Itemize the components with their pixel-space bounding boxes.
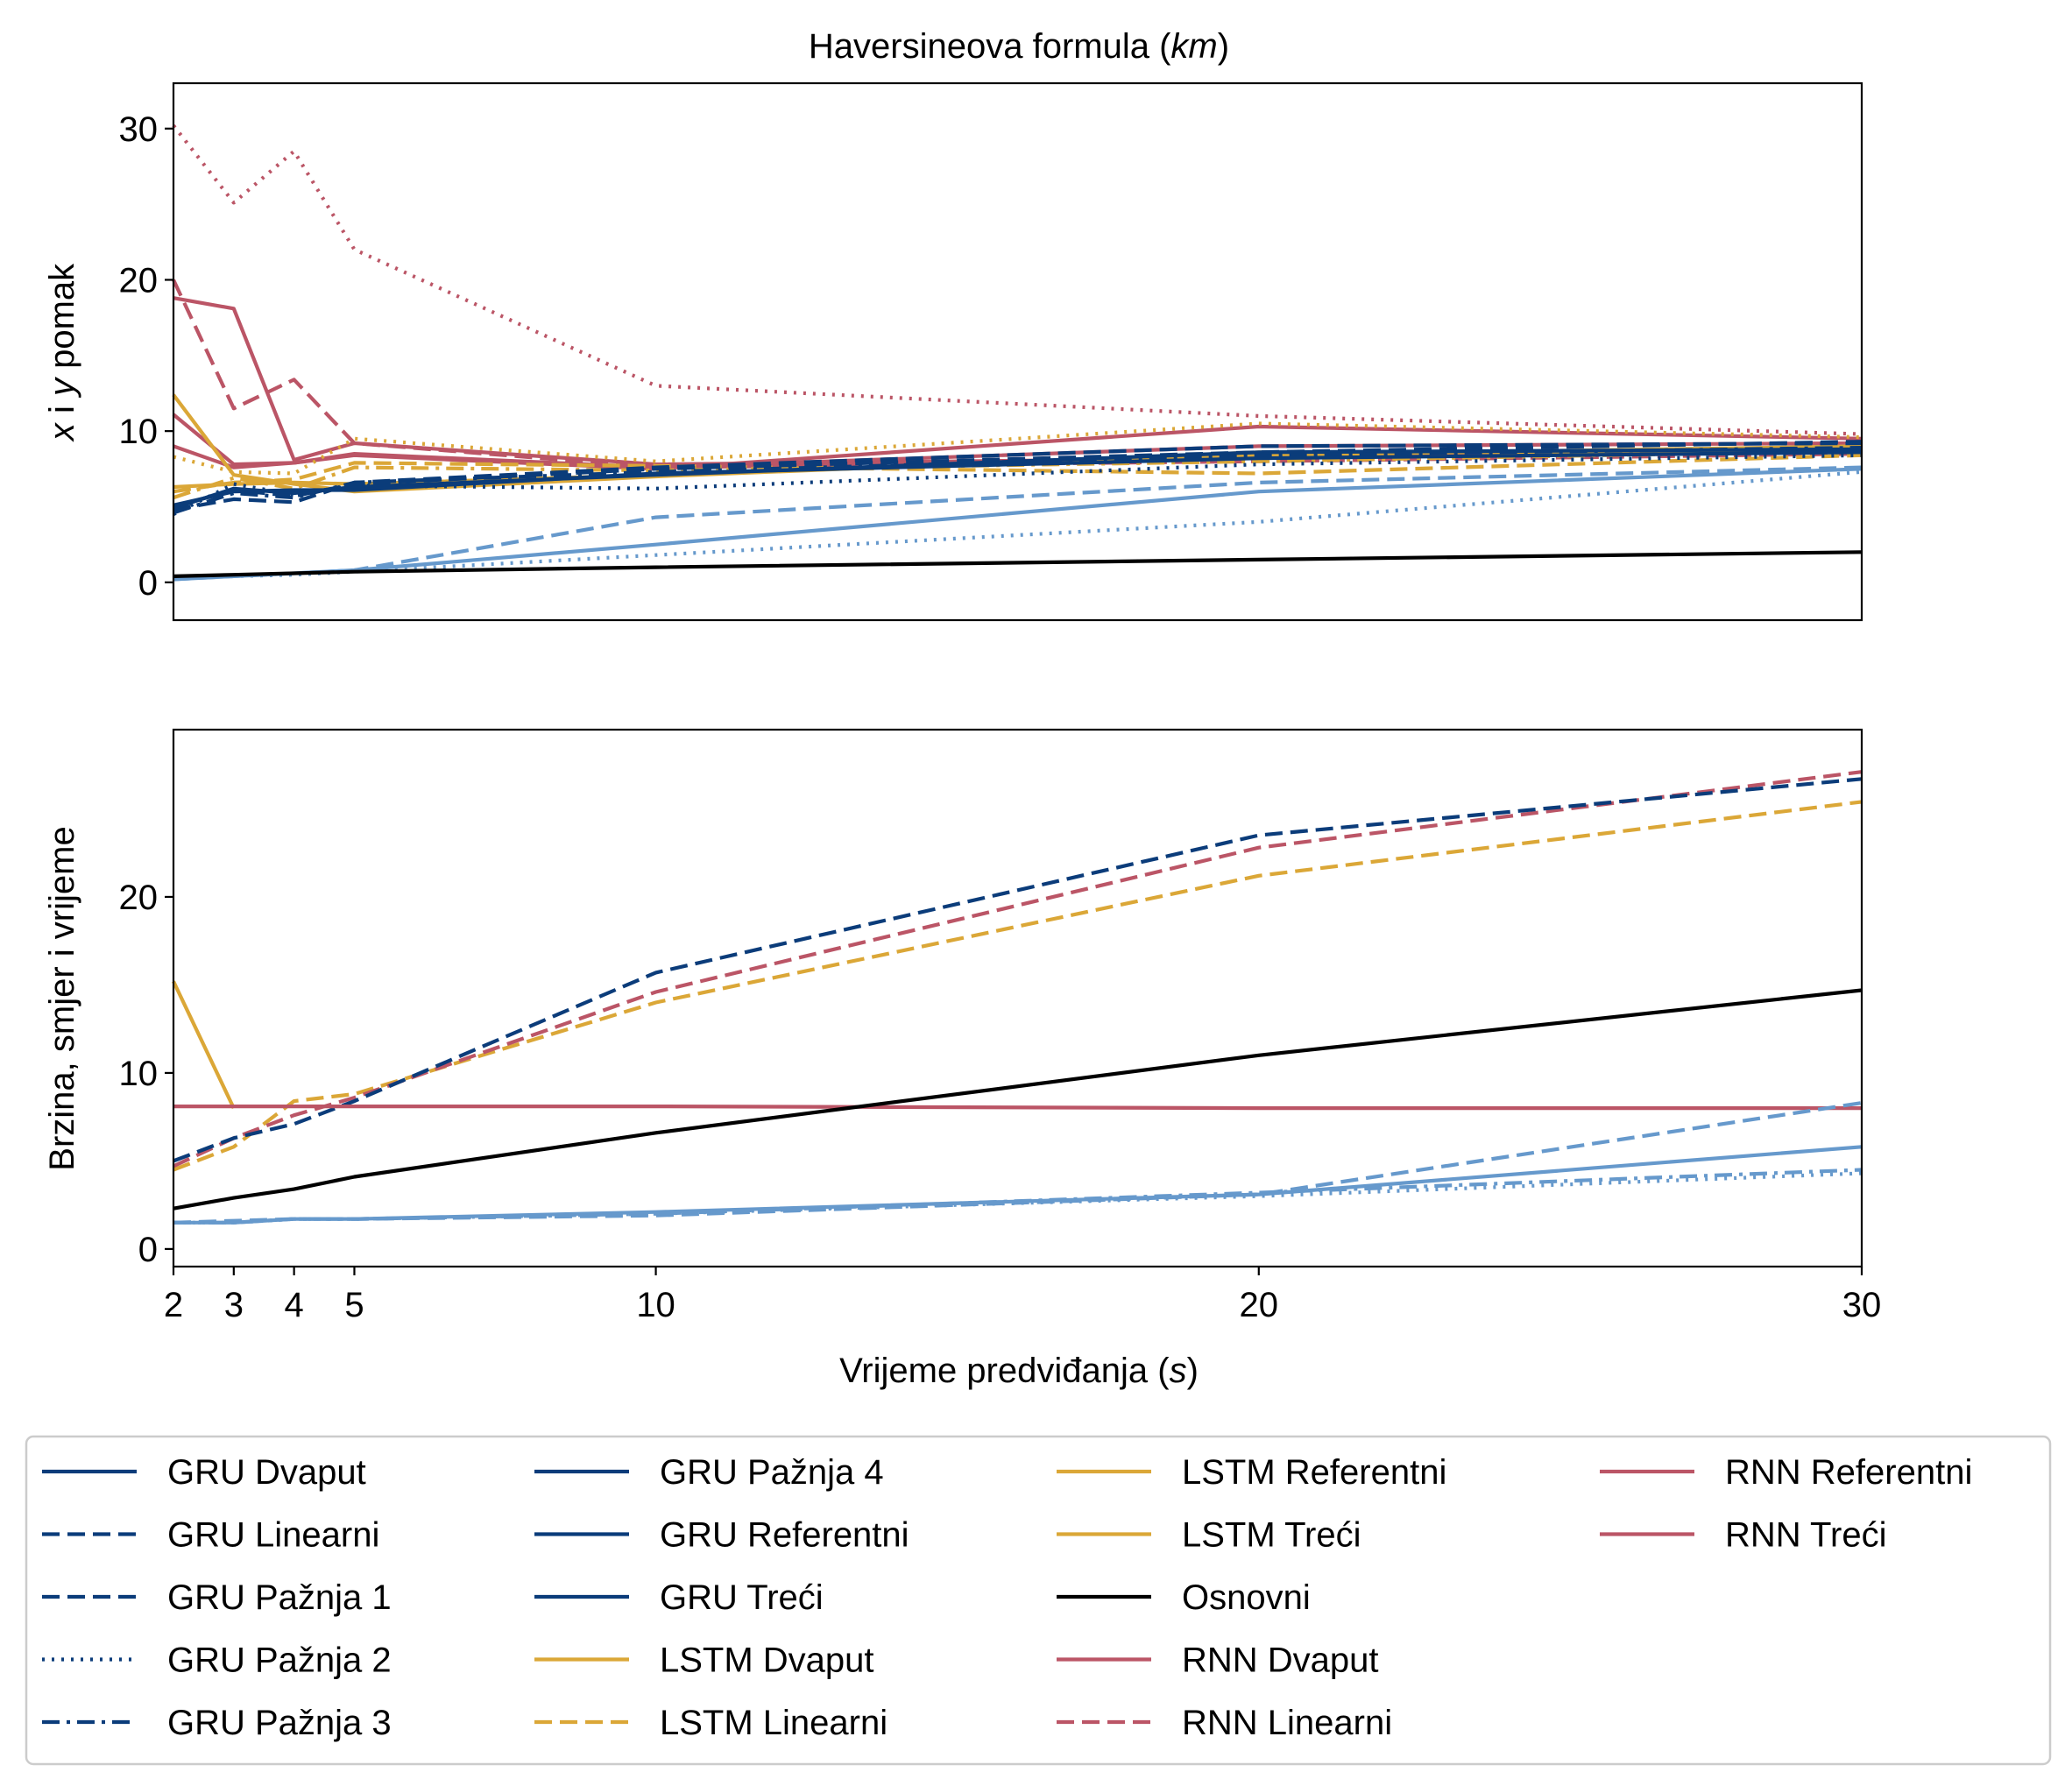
- x-tick-label: 5: [344, 1286, 364, 1324]
- legend-label: GRU Treći: [660, 1578, 824, 1617]
- series-line-bottom-5: [173, 988, 1863, 1211]
- legend-label: GRU Pažnja 3: [167, 1704, 392, 1742]
- series-line-bottom-3: [173, 777, 1863, 1163]
- legend-label: GRU Pažnja 1: [167, 1578, 392, 1617]
- series-line-top-1: [173, 296, 1863, 467]
- series-line-bottom-0: [172, 980, 236, 1110]
- y-axis-label-top: x i y pomak: [43, 263, 81, 442]
- x-tick-label: 10: [636, 1286, 675, 1324]
- series-line-top-19: [173, 550, 1863, 578]
- legend-label: GRU Referentni: [660, 1516, 909, 1555]
- legend-label: RNN Dvaput: [1182, 1641, 1379, 1680]
- legend-label: GRU Dvaput: [167, 1453, 366, 1492]
- legend-label: LSTM Linearni: [660, 1704, 887, 1742]
- y-tick-label: 10: [119, 1055, 159, 1093]
- plot-frame-top: [172, 81, 1863, 622]
- series-line-top-4: [173, 441, 1863, 469]
- series-line-bottom-6: [173, 1101, 1863, 1225]
- y-tick-label: 10: [119, 413, 159, 451]
- legend-label: Osnovni: [1182, 1578, 1311, 1617]
- legend-label: GRU Pažnja 4: [660, 1453, 884, 1492]
- legend-box: [25, 1435, 2052, 1766]
- legend-label: LSTM Dvaput: [660, 1641, 874, 1680]
- series-line-top-15: [173, 450, 1863, 507]
- x-tick-label: 30: [1842, 1286, 1882, 1324]
- legend-label: LSTM Treći: [1182, 1516, 1361, 1555]
- series-line-bottom-8: [173, 1168, 1863, 1225]
- y-tick-label: 20: [119, 261, 159, 300]
- series-line-top-2: [172, 279, 1863, 469]
- series-line-bottom-7: [173, 1145, 1863, 1225]
- plot-frame-bottom: [172, 728, 1863, 1268]
- x-tick-label: 2: [164, 1286, 183, 1324]
- y-tick-label: 20: [119, 879, 159, 917]
- y-axis-label-bottom: Brzina, smjer i vrijeme: [43, 826, 81, 1170]
- series-line-bottom-4: [173, 1105, 1862, 1111]
- legend-label: RNN Referentni: [1725, 1453, 1972, 1492]
- series-line-top-9: [173, 448, 1863, 500]
- legend-label: GRU Pažnja 2: [167, 1641, 392, 1680]
- legend: GRU Dvaput GRU Linearni GRU Pažnja 1 GRU Pa…: [25, 1435, 2052, 1766]
- chart-title: Haversineova formula (km): [809, 27, 1229, 66]
- legend-label: LSTM Referentni: [1182, 1453, 1446, 1492]
- legend-label: RNN Treći: [1725, 1516, 1886, 1555]
- x-tick-label: 20: [1240, 1286, 1279, 1324]
- series-line-bottom-9: [173, 1171, 1863, 1225]
- y-tick-label: 30: [119, 110, 159, 149]
- legend-label: GRU Linearni: [167, 1516, 379, 1555]
- legend-label: RNN Linearni: [1182, 1704, 1392, 1742]
- panel-bottom: 0 10 20 Brzina, smjer i vrijeme 2 3 4 5 10 20 30…: [43, 728, 1882, 1390]
- x-tick-label: 4: [285, 1286, 304, 1324]
- x-tick-label: 3: [224, 1286, 244, 1324]
- series-line-top-0: [172, 124, 1863, 436]
- y-tick-label: 0: [138, 1231, 158, 1269]
- series-line-bottom-1: [173, 800, 1863, 1172]
- y-tick-label: 0: [138, 564, 158, 603]
- x-axis-label: Vrijeme predviđanja (s): [839, 1352, 1199, 1390]
- panel-top: Haversineova formula (km) 0 10 20 30 x i y …: [43, 27, 1863, 622]
